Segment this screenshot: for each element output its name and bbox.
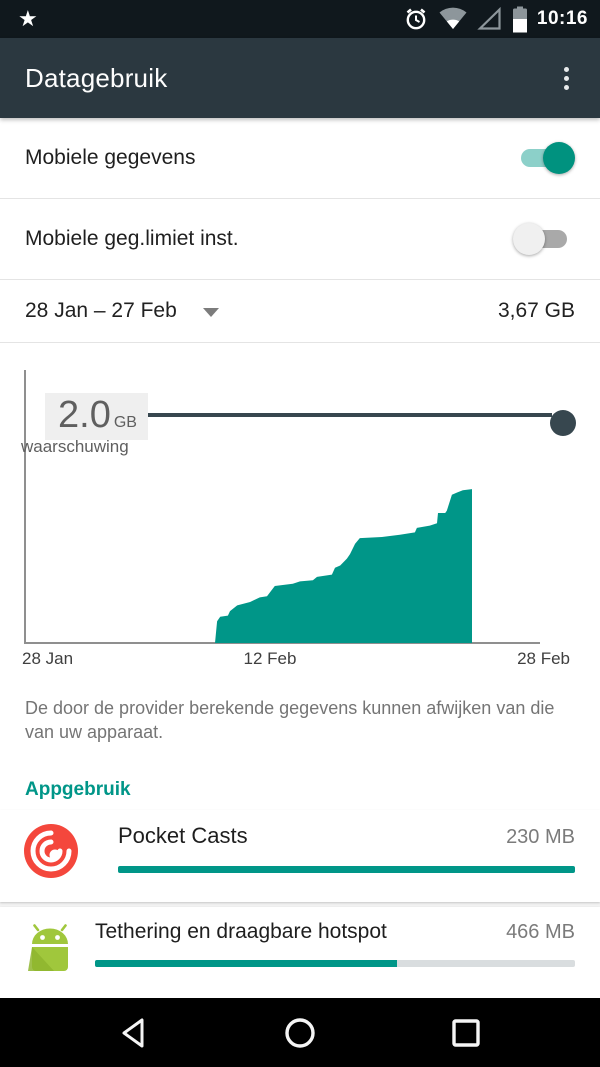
- wifi-icon: [439, 7, 467, 29]
- battery-icon: [512, 6, 527, 32]
- star-icon: ★: [18, 6, 38, 31]
- android-robot-icon: [28, 924, 68, 971]
- app-row-tethering[interactable]: Tethering en draagbare hotspot 466 MB: [0, 907, 600, 998]
- cycle-total: 3,67 GB: [497, 299, 575, 322]
- status-bar: ★ 10:16: [0, 0, 600, 38]
- app-usage-value: 466 MB: [506, 921, 575, 943]
- data-limit-label: Mobiele geg.limiet inst.: [25, 227, 239, 250]
- provider-notice: De door de provider berekende gegevens k…: [25, 698, 555, 742]
- warning-caption: waarschuwing: [21, 437, 129, 456]
- back-icon[interactable]: [112, 1011, 156, 1055]
- cycle-row: 28 Jan – 27 Feb 3,67 GB: [0, 280, 600, 343]
- section-header-app-usage: Appgebruik: [25, 779, 131, 800]
- usage-area: [215, 489, 472, 643]
- x-axis-labels: 28 Jan 12 Feb 28 Feb: [0, 649, 600, 673]
- app-usage-bar: [118, 866, 575, 873]
- usage-chart-canvas: [24, 370, 576, 644]
- app-bar: Datagebruik: [0, 38, 600, 118]
- warning-value: 2.0: [58, 394, 111, 436]
- home-icon[interactable]: [278, 1011, 322, 1055]
- warning-unit: GB: [113, 414, 137, 431]
- row-divider: [0, 902, 600, 907]
- setting-row-mobile-data[interactable]: Mobiele gegevens: [0, 118, 600, 199]
- cycle-spinner[interactable]: 28 Jan – 27 Feb: [25, 299, 219, 323]
- x-tick-mid: 12 Feb: [243, 649, 297, 668]
- navigation-bar: [0, 998, 600, 1067]
- cell-signal-icon: [477, 7, 501, 30]
- alarm-icon: [406, 8, 426, 30]
- pocket-casts-icon: [24, 824, 78, 878]
- cycle-range: 28 Jan – 27 Feb: [25, 299, 177, 322]
- app-row-pocket-casts[interactable]: Pocket Casts 230 MB: [0, 810, 600, 902]
- warning-value-chip: 2.0 GB: [45, 393, 148, 440]
- clock-time: 10:16: [536, 8, 588, 29]
- usage-chart: 2.0 GB waarschuwing 28 Jan 12 Feb 28 Feb: [0, 343, 600, 683]
- warning-slider-handle[interactable]: [550, 410, 576, 436]
- mobile-data-toggle[interactable]: [513, 142, 575, 174]
- x-tick-end: 28 Feb: [517, 649, 570, 668]
- recents-icon[interactable]: [444, 1011, 488, 1055]
- app-name: Pocket Casts: [118, 823, 248, 848]
- chevron-down-icon: [202, 308, 219, 317]
- setting-row-data-limit[interactable]: Mobiele geg.limiet inst.: [0, 199, 600, 280]
- data-limit-toggle[interactable]: [513, 223, 575, 255]
- mobile-data-label: Mobiele gegevens: [25, 146, 196, 169]
- app-name: Tethering en draagbare hotspot: [95, 920, 387, 943]
- x-tick-start: 28 Jan: [22, 649, 74, 668]
- app-usage-bar: [95, 960, 575, 967]
- app-usage-value: 230 MB: [506, 826, 575, 848]
- page-title: Datagebruik: [25, 62, 168, 93]
- more-vert-icon[interactable]: [558, 59, 575, 98]
